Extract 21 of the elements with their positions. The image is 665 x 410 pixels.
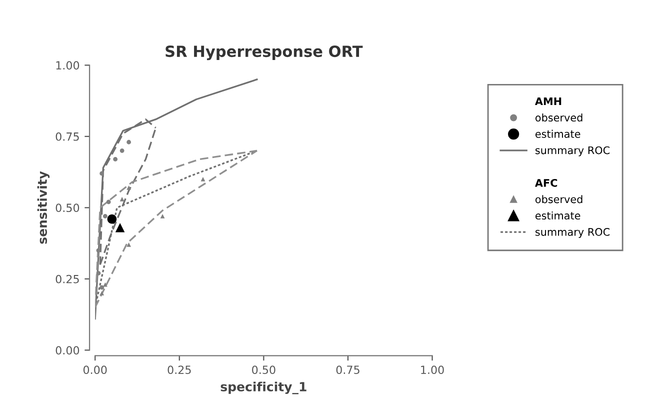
text: AMH xyxy=(534,97,562,106)
y-tick-label: 1.00 xyxy=(56,61,80,70)
legend-label: observed xyxy=(535,195,582,204)
legend-label: observed xyxy=(535,113,582,122)
x-axis-title: specificity_1 xyxy=(220,382,306,394)
y-axis-title: sensitivity xyxy=(37,171,50,244)
legend-label: estimate xyxy=(535,130,580,138)
legend-label: summary ROC xyxy=(535,146,610,156)
x-tick-label: 0.50 xyxy=(252,366,276,374)
y-tick-label: 0.50 xyxy=(56,204,80,212)
legend-label: estimate xyxy=(535,211,580,220)
x-tick-label: 1.00 xyxy=(421,366,444,374)
y-tick-label: 0.75 xyxy=(56,132,79,141)
text: AFC xyxy=(534,178,558,187)
x-tick-label: 0.00 xyxy=(83,366,107,374)
chart-title: SR Hyperresponse ORT xyxy=(166,46,363,60)
x-tick-label: 0.25 xyxy=(168,366,191,374)
legend-label: summary ROC xyxy=(535,228,610,238)
x-tick-label: 0.75 xyxy=(336,366,360,374)
y-tick-label: 0.25 xyxy=(56,274,79,284)
y-tick-label: 0.00 xyxy=(56,346,80,355)
